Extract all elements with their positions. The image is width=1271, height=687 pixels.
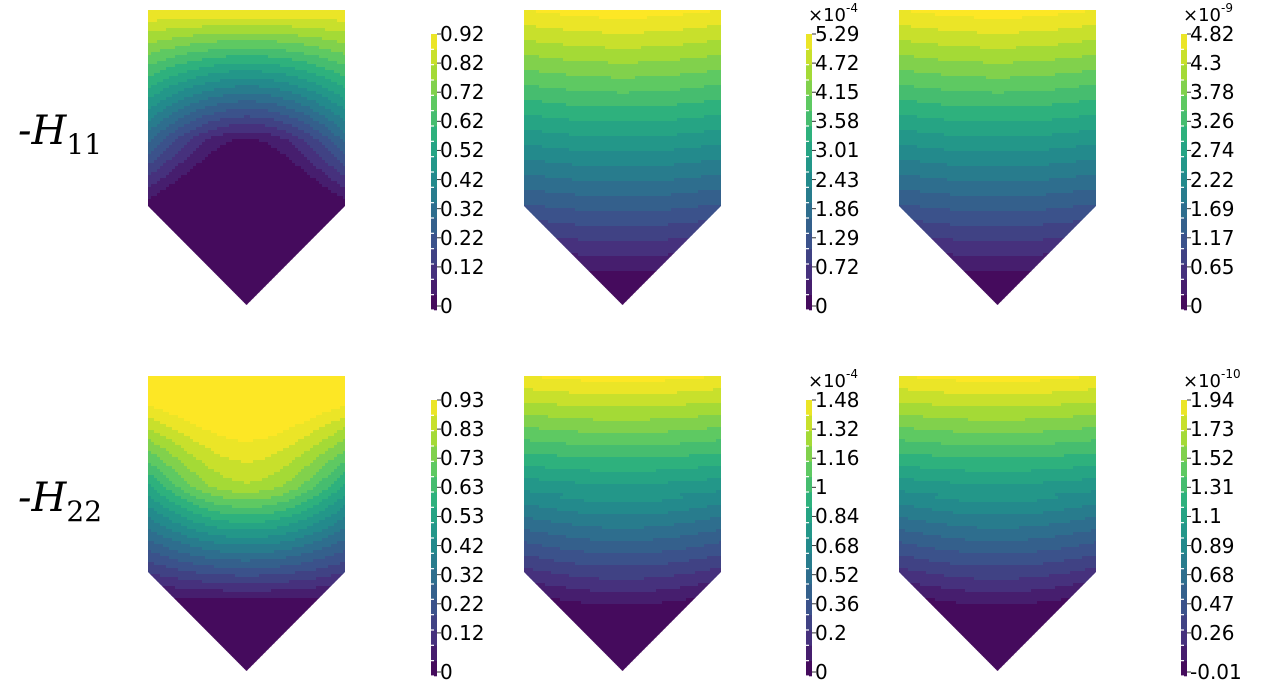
colorbar-tick-label: 0.68 bbox=[1190, 565, 1235, 585]
colorbar-tick-label: 1.86 bbox=[815, 199, 860, 219]
colorbar-tick-label: 1 bbox=[815, 477, 828, 497]
colorbar-tick-label: 0.84 bbox=[815, 506, 860, 526]
contour-plot-r1c1 bbox=[524, 376, 721, 671]
colorbar-tick-label: 1.1 bbox=[1190, 506, 1222, 526]
contour-plot-r0c1 bbox=[524, 10, 721, 305]
colorbar-tick-label: 4.82 bbox=[1190, 24, 1235, 44]
colorbar-r1c1 bbox=[806, 400, 812, 677]
colorbar-tick-label: 0.82 bbox=[440, 53, 485, 73]
colorbar-tick-label: 2.43 bbox=[815, 170, 860, 190]
colorbar-exponent: ×10-9 bbox=[1183, 1, 1233, 26]
colorbar-tick-label: 0.53 bbox=[440, 506, 485, 526]
row-label-prefix: - bbox=[18, 475, 32, 521]
colorbar-tick-label: 0.12 bbox=[440, 623, 485, 643]
colorbar-tick-label: 3.01 bbox=[815, 140, 860, 160]
colorbar-tick-label: 0.93 bbox=[440, 390, 485, 410]
colorbar-r0c1 bbox=[806, 34, 812, 311]
colorbar-tick-label: 0.72 bbox=[815, 257, 860, 277]
row-label-symbol: H bbox=[32, 108, 67, 154]
colorbar-exponent: ×10-4 bbox=[808, 367, 858, 392]
colorbar-tick-label: 0.12 bbox=[440, 257, 485, 277]
colorbar-tick-label: 0.83 bbox=[440, 419, 485, 439]
colorbar-tick-label: 0.22 bbox=[440, 228, 485, 248]
colorbar-tick-label: 1.29 bbox=[815, 228, 860, 248]
colorbar-r1c2 bbox=[1181, 400, 1187, 677]
colorbar-tick-label: 0.32 bbox=[440, 565, 485, 585]
colorbar-tick-label: 0.89 bbox=[1190, 536, 1235, 556]
row-label-subscript: 11 bbox=[66, 128, 102, 161]
colorbar-tick-label: 0.47 bbox=[1190, 594, 1235, 614]
colorbar-tick-label: 0.63 bbox=[440, 477, 485, 497]
colorbar-tick-label: 0.52 bbox=[815, 565, 860, 585]
colorbar-tick-label: 0.36 bbox=[815, 594, 860, 614]
colorbar-tick-label: 1.16 bbox=[815, 448, 860, 468]
colorbar-tick-label: 0.42 bbox=[440, 170, 485, 190]
colorbar-tick-label: -0.01 bbox=[1190, 662, 1242, 682]
colorbar-tick-label: 4.3 bbox=[1190, 53, 1222, 73]
row-label-h11: -H11 bbox=[18, 108, 102, 161]
colorbar-tick-label: 0.26 bbox=[1190, 623, 1235, 643]
colorbar-tick-label: 0 bbox=[440, 662, 453, 682]
row-label-h22: -H22 bbox=[18, 475, 102, 528]
colorbar-tick-label: 0.73 bbox=[440, 448, 485, 468]
colorbar-tick-label: 1.73 bbox=[1190, 419, 1235, 439]
colorbar-tick-label: 1.69 bbox=[1190, 199, 1235, 219]
colorbar-tick-label: 1.48 bbox=[815, 390, 860, 410]
colorbar-tick-label: 0 bbox=[440, 296, 453, 316]
row-label-symbol: H bbox=[32, 475, 67, 521]
colorbar-tick-label: 0 bbox=[815, 296, 828, 316]
colorbar-r0c0 bbox=[431, 34, 437, 311]
colorbar-tick-label: 3.26 bbox=[1190, 111, 1235, 131]
colorbar-tick-label: 0.72 bbox=[440, 82, 485, 102]
colorbar-tick-label: 0 bbox=[1190, 296, 1203, 316]
colorbar-tick-label: 1.94 bbox=[1190, 390, 1235, 410]
colorbar-tick-label: 0.2 bbox=[815, 623, 847, 643]
colorbar-r0c2 bbox=[1181, 34, 1187, 311]
colorbar-tick-label: 0.22 bbox=[440, 594, 485, 614]
colorbar-tick-label: 0 bbox=[815, 662, 828, 682]
colorbar-tick-label: 0.32 bbox=[440, 199, 485, 219]
colorbar-tick-label: 3.78 bbox=[1190, 82, 1235, 102]
colorbar-exponent: ×10-10 bbox=[1183, 367, 1241, 392]
colorbar-tick-label: 1.17 bbox=[1190, 228, 1235, 248]
colorbar-tick-label: 0.92 bbox=[440, 24, 485, 44]
row-label-prefix: - bbox=[18, 108, 32, 154]
contour-plot-r1c2 bbox=[899, 376, 1096, 671]
contour-plot-r1c0 bbox=[148, 376, 345, 671]
colorbar-exponent: ×10-4 bbox=[808, 1, 858, 26]
colorbar-tick-label: 1.52 bbox=[1190, 448, 1235, 468]
colorbar-tick-label: 1.31 bbox=[1190, 477, 1235, 497]
colorbar-tick-label: 3.58 bbox=[815, 111, 860, 131]
row-label-subscript: 22 bbox=[66, 495, 102, 528]
colorbar-tick-label: 4.15 bbox=[815, 82, 860, 102]
colorbar-tick-label: 1.32 bbox=[815, 419, 860, 439]
colorbar-tick-label: 2.74 bbox=[1190, 140, 1235, 160]
colorbar-tick-label: 0.65 bbox=[1190, 257, 1235, 277]
colorbar-tick-label: 4.72 bbox=[815, 53, 860, 73]
colorbar-tick-label: 5.29 bbox=[815, 24, 860, 44]
colorbar-r1c0 bbox=[431, 400, 437, 677]
contour-plot-r0c2 bbox=[899, 10, 1096, 305]
contour-plot-r0c0 bbox=[148, 10, 345, 305]
colorbar-tick-label: 2.22 bbox=[1190, 170, 1235, 190]
colorbar-tick-label: 0.68 bbox=[815, 536, 860, 556]
colorbar-tick-label: 0.62 bbox=[440, 111, 485, 131]
colorbar-tick-label: 0.42 bbox=[440, 536, 485, 556]
colorbar-tick-label: 0.52 bbox=[440, 140, 485, 160]
